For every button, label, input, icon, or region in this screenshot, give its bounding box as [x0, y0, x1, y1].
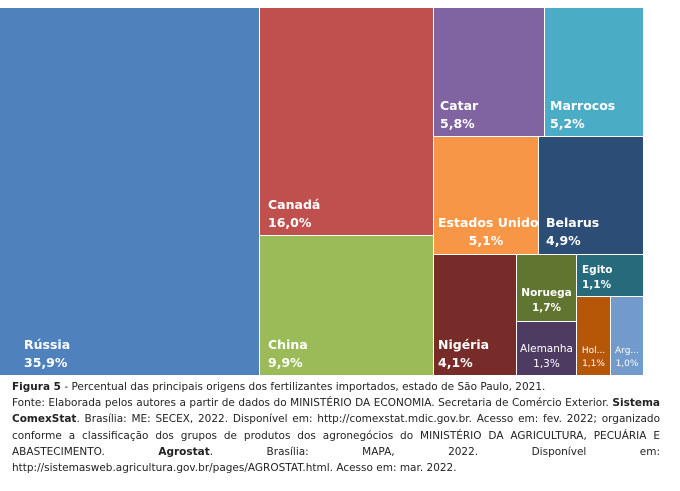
tile-label-alemanha: Alemanha 1,3% — [517, 342, 576, 372]
source-text-2: . Brasília: ME: SECEX, 2022. Disponível … — [12, 413, 660, 458]
tile-label-canad: Canadá 16,0% — [268, 196, 320, 232]
tile-name-egito: Egito — [582, 264, 613, 276]
tile-value-china: 9,9% — [268, 355, 303, 370]
treemap-chart: Rússia 35,9% Canadá 16,0% China 9,9% Catar 5,8%… — [0, 8, 643, 375]
tile-name-belarus: Belarus — [546, 215, 600, 230]
tile-estados-unidos — [434, 137, 538, 254]
tile-name-r-ssia: Rússia — [24, 337, 71, 352]
tile-name-marrocos: Marrocos — [550, 98, 616, 113]
tile-label-nig-ria: Nigéria 4,1% — [438, 336, 489, 372]
tile-label-hol: Hol... 1,1% — [577, 345, 610, 371]
figure-source: Fonte: Elaborada pelos autores a partir … — [12, 395, 660, 476]
tile-name-catar: Catar — [440, 98, 479, 113]
tile-label-r-ssia: Rússia 35,9% — [24, 336, 70, 372]
tile-name-canad: Canadá — [268, 197, 321, 212]
tile-name-alemanha: Alemanha — [520, 343, 573, 355]
tile-label-catar: Catar 5,8% — [440, 97, 478, 133]
tile-label-noruega: Noruega 1,7% — [517, 286, 576, 316]
tile-label-estados-unidos: Estados Unidos 5,1% — [438, 214, 547, 250]
tile-name-estados-unidos: Estados Unidos — [438, 215, 547, 230]
tile-value-nig-ria: 4,1% — [438, 355, 473, 370]
tile-hol — [577, 297, 610, 375]
tile-belarus — [539, 137, 643, 254]
tile-value-estados-unidos: 5,1% — [468, 233, 504, 248]
tile-name-hol: Hol... — [581, 346, 606, 356]
tile-value-noruega: 1,7% — [531, 302, 562, 314]
figure-caption: Figura 5 - Percentual das principais ori… — [12, 379, 660, 476]
figure-title-text: - Percentual das principais origens dos … — [61, 381, 546, 393]
tile-egito — [577, 255, 643, 296]
tile-china — [260, 236, 433, 375]
tile-value-r-ssia: 35,9% — [24, 355, 68, 370]
tile-catar — [434, 8, 544, 136]
tile-value-belarus: 4,9% — [546, 233, 581, 248]
tile-label-china: China 9,9% — [268, 336, 308, 372]
tile-name-arg: Arg... — [615, 346, 639, 356]
tile-name-china: China — [268, 337, 308, 352]
tile-noruega — [517, 255, 576, 321]
tile-r-ssia — [0, 8, 259, 375]
figure-label: Figura 5 — [12, 381, 61, 393]
tile-nig-ria — [434, 255, 516, 375]
tile-canad — [260, 8, 433, 235]
tile-value-marrocos: 5,2% — [550, 116, 585, 131]
source-bold-2: Agrostat — [158, 445, 210, 458]
figure-title: Figura 5 - Percentual das principais ori… — [12, 379, 660, 395]
tile-value-canad: 16,0% — [268, 215, 312, 230]
tile-alemanha — [517, 322, 576, 375]
tile-value-alemanha: 1,3% — [533, 358, 560, 370]
tile-label-marrocos: Marrocos 5,2% — [550, 97, 615, 133]
source-text-1: Fonte: Elaborada pelos autores a partir … — [12, 397, 613, 410]
tile-label-egito: Egito 1,1% — [582, 263, 613, 293]
tile-arg — [611, 297, 643, 375]
tile-marrocos — [545, 8, 643, 136]
source-text-3: . Brasília: MAPA, 2022. Disponível em: h… — [12, 445, 661, 475]
tile-value-catar: 5,8% — [440, 116, 475, 131]
tile-label-belarus: Belarus 4,9% — [546, 214, 599, 250]
tile-value-egito: 1,1% — [582, 279, 612, 291]
tile-value-arg: 1,0% — [615, 359, 639, 369]
source-bold-1: Sistema ComexStat — [12, 397, 660, 426]
tile-name-noruega: Noruega — [521, 287, 572, 299]
tile-value-hol: 1,1% — [582, 359, 605, 369]
tile-name-nig-ria: Nigéria — [438, 337, 490, 352]
tile-label-arg: Arg... 1,0% — [611, 345, 643, 371]
